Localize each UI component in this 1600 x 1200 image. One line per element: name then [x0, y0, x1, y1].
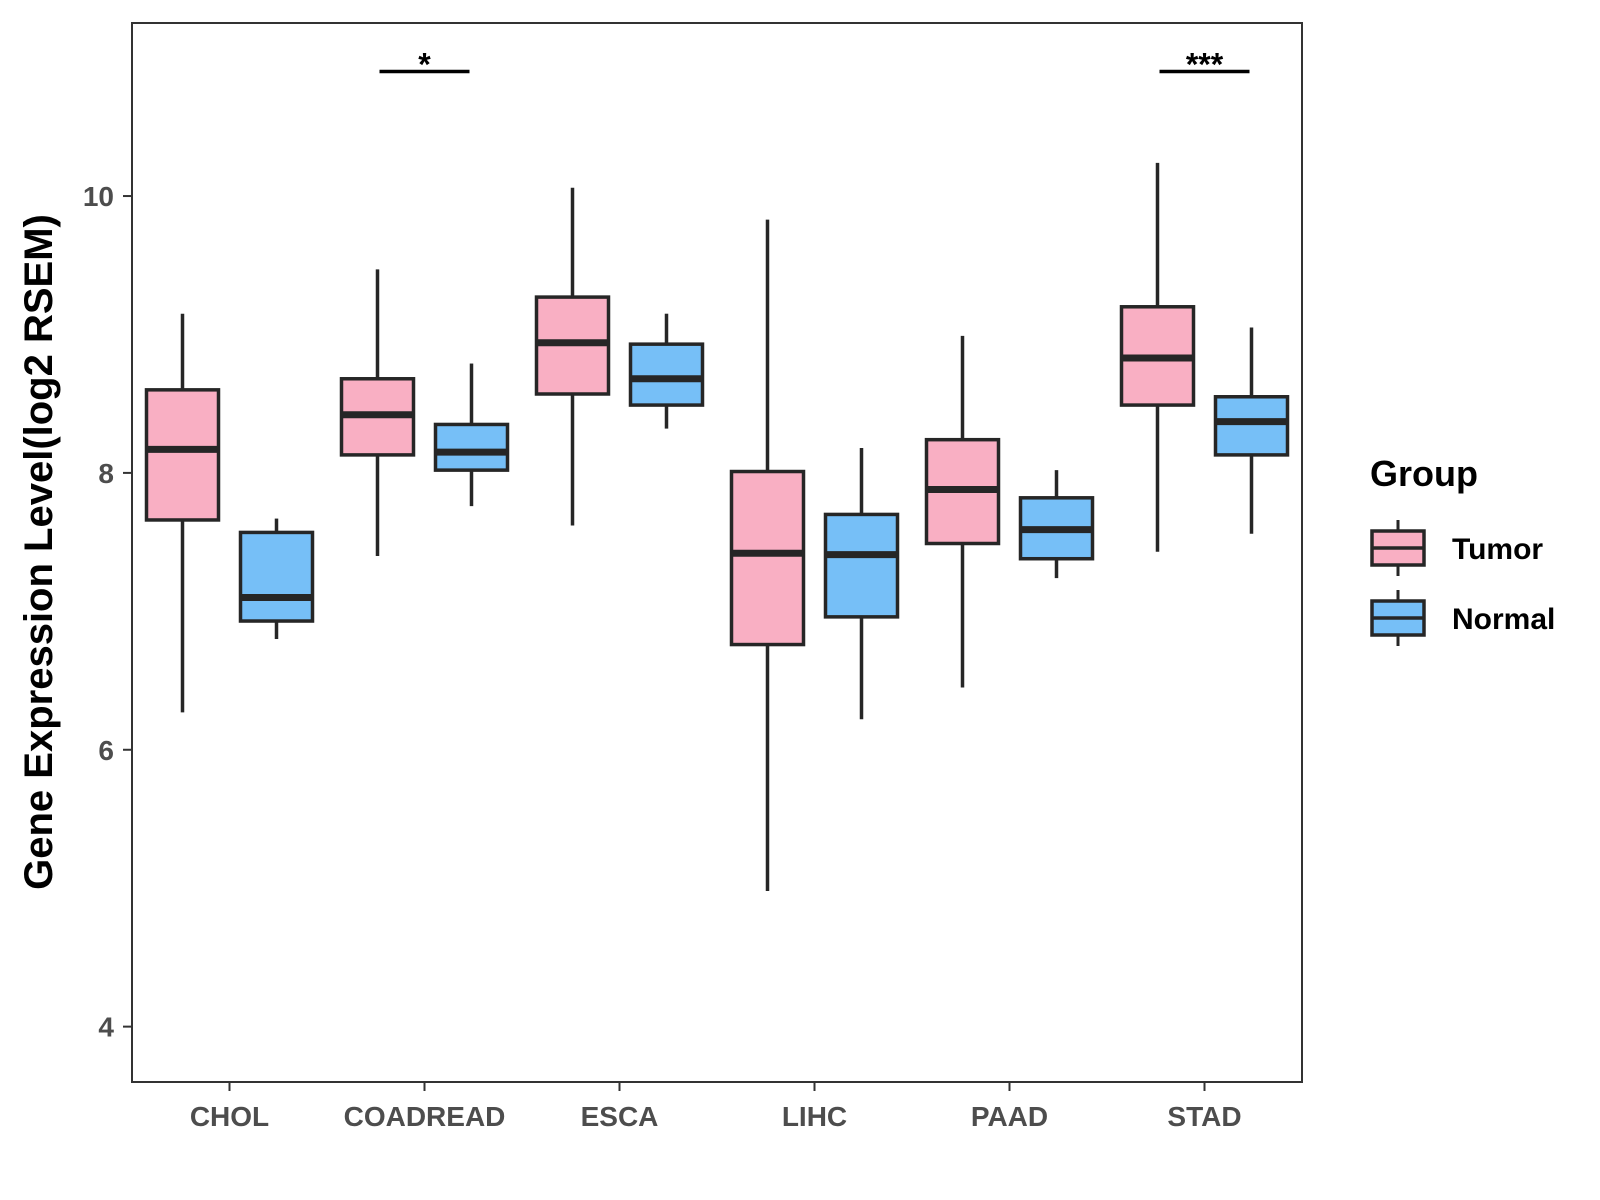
y-tick-label: 6 [98, 735, 114, 766]
legend-entry-normal: Normal [1370, 590, 1555, 646]
legend-title: Group [1370, 453, 1478, 494]
box-normal-lihc [823, 447, 900, 720]
box-tumor-stad [1119, 162, 1196, 552]
y-axis-title: Gene Expression Level(log2 RSEM) [17, 214, 61, 890]
box-normal-stad [1213, 327, 1290, 534]
box-body [238, 530, 315, 623]
box-tumor-lihc [729, 219, 806, 891]
box-normal-paad [1018, 470, 1095, 579]
y-axis: 4 6 8 10 [83, 181, 132, 1043]
box-tumor-coadread [339, 269, 416, 556]
y-tick-label: 10 [83, 181, 114, 212]
box-normal-coadread [433, 363, 510, 507]
legend-label: Normal [1452, 603, 1555, 636]
legend-entry-tumor: Tumor [1370, 520, 1543, 576]
box-tumor-chol [144, 313, 221, 713]
box-body [729, 469, 806, 647]
x-axis: CHOL COADREAD ESCA LIHC PAAD STAD [190, 1082, 1242, 1132]
significance-label: *** [1186, 46, 1224, 82]
box-body [628, 342, 705, 407]
plot-panel [131, 22, 1303, 1083]
box-body [144, 388, 221, 522]
x-tick-label: PAAD [971, 1101, 1048, 1132]
y-tick-label: 8 [98, 458, 114, 489]
x-tick-label: ESCA [581, 1101, 659, 1132]
legend: Group Tumor Normal [1370, 453, 1555, 646]
box-tumor-paad [924, 335, 1001, 688]
box-body [823, 512, 900, 619]
box-tumor-esca [534, 187, 611, 526]
significance-annotations: * *** [379, 46, 1250, 82]
box-series [144, 162, 1290, 891]
significance-label: * [418, 46, 431, 82]
box-body [1213, 395, 1290, 457]
x-tick-label: STAD [1167, 1101, 1241, 1132]
box-normal-chol [238, 518, 315, 640]
y-tick-label: 4 [98, 1012, 114, 1043]
x-tick-label: LIHC [782, 1101, 847, 1132]
x-tick-label: COADREAD [344, 1101, 506, 1132]
x-tick-label: CHOL [190, 1101, 269, 1132]
legend-label: Tumor [1452, 533, 1543, 566]
box-normal-esca [628, 313, 705, 429]
box-body [433, 422, 510, 472]
